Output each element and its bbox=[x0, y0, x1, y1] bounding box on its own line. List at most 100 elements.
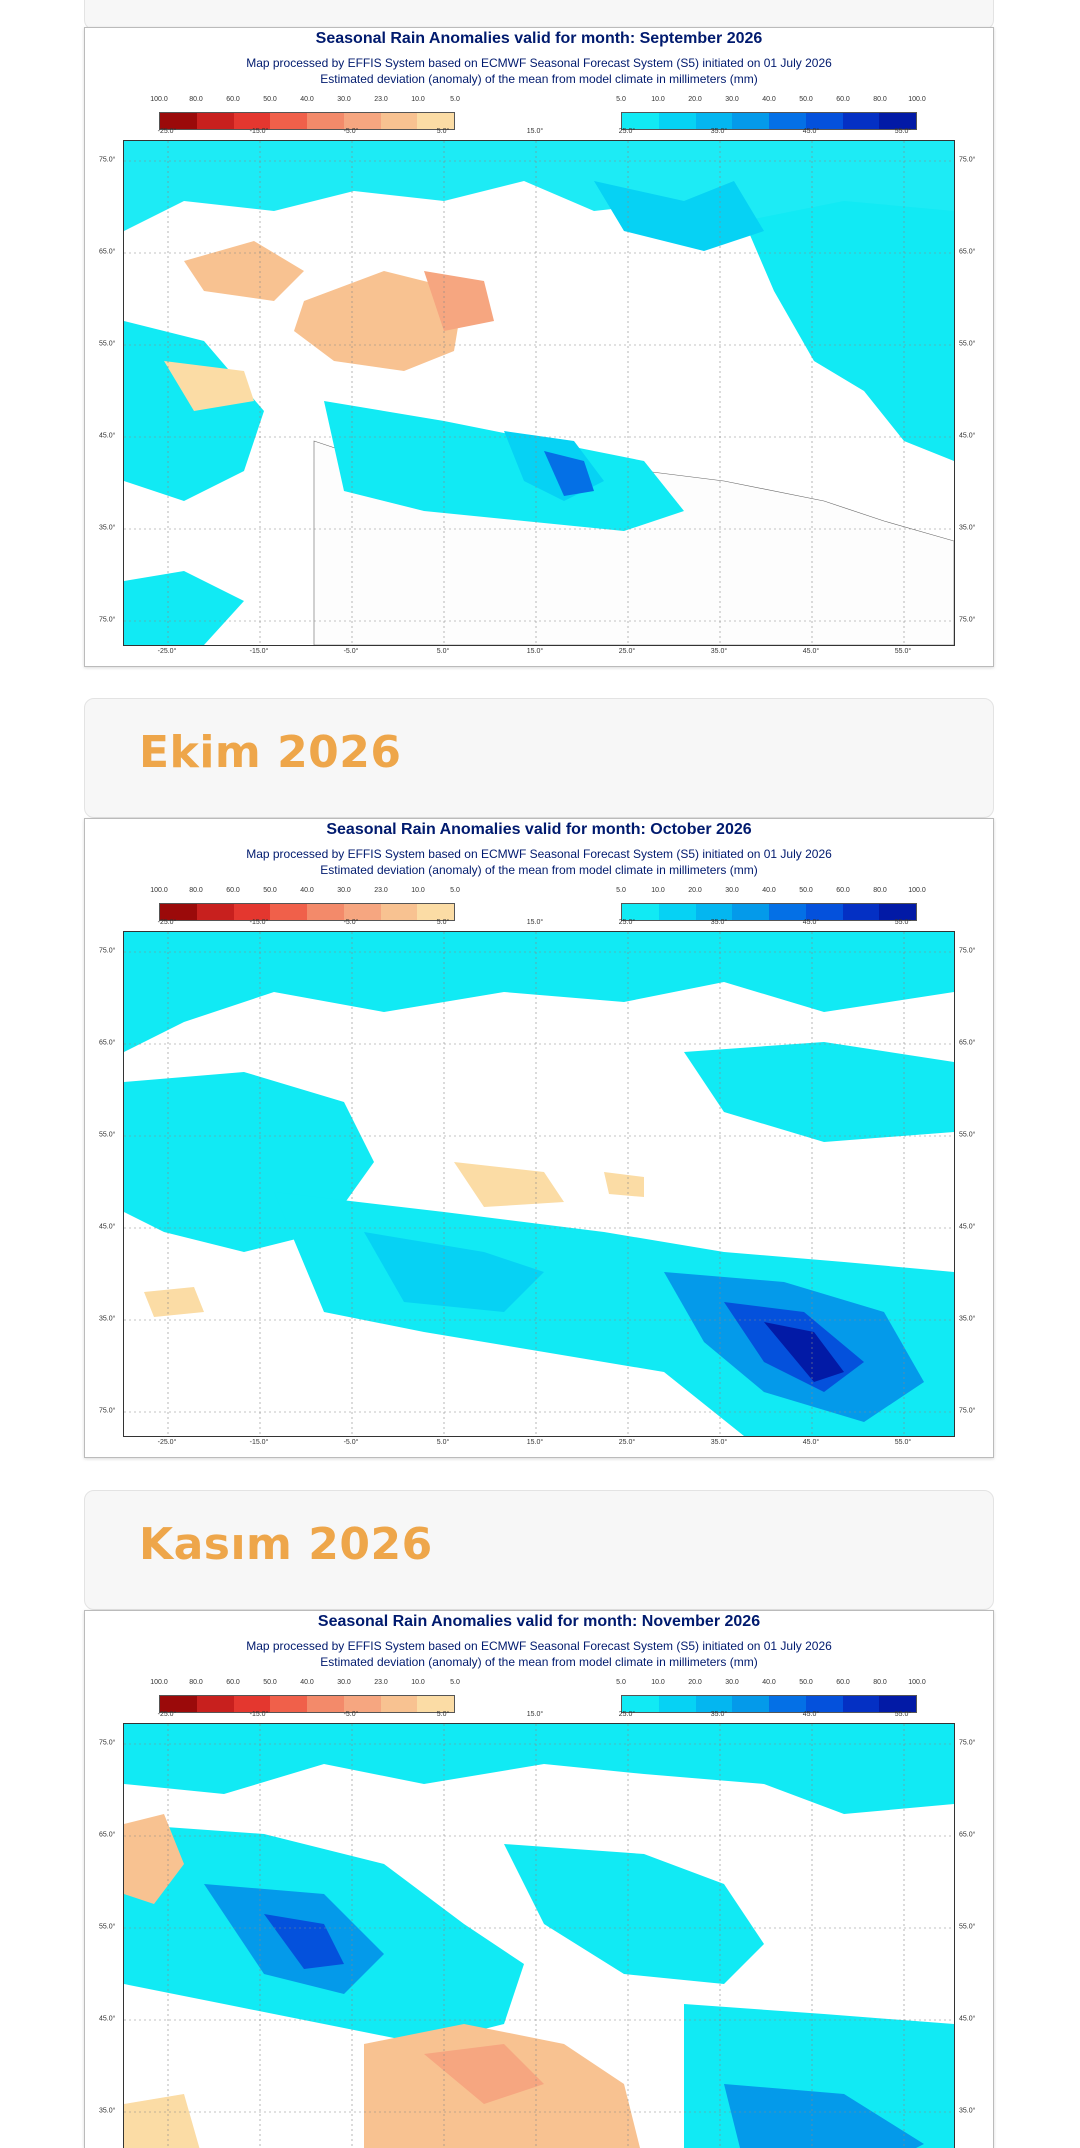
axis-tick-label: 75.0° bbox=[959, 1407, 976, 1415]
scale-label: 60.0 bbox=[226, 887, 240, 894]
scale-label: 50.0 bbox=[799, 96, 813, 103]
dry-scale-bar bbox=[159, 903, 455, 921]
scale-label: 50.0 bbox=[263, 96, 277, 103]
axis-tick-label: 45.0° bbox=[802, 1711, 820, 1718]
scale-label: 10.0 bbox=[651, 887, 665, 894]
axis-tick-label: 25.0° bbox=[618, 1439, 636, 1446]
wet-scale-swatch bbox=[622, 113, 659, 129]
dry-scale-swatch bbox=[233, 1696, 271, 1712]
axis-tick-label: 35.0° bbox=[710, 648, 728, 655]
scale-label: 80.0 bbox=[189, 96, 203, 103]
map-title: Seasonal Rain Anomalies valid for month:… bbox=[317, 1613, 761, 1630]
axis-tick-label: 45.0° bbox=[99, 432, 116, 440]
wet-scale-swatch bbox=[769, 113, 806, 129]
wet-scale-swatch bbox=[658, 904, 696, 920]
dry-scale-swatch bbox=[380, 904, 418, 920]
wet-scale-swatch bbox=[658, 113, 696, 129]
card-header-october: Ekim 2026 bbox=[84, 698, 994, 818]
dry-scale-swatch bbox=[417, 904, 454, 920]
scale-label: 80.0 bbox=[873, 1679, 887, 1686]
axis-tick-label: 25.0° bbox=[618, 648, 636, 655]
scale-label: 100.0 bbox=[908, 1679, 926, 1686]
map-panel-september: Seasonal Rain Anomalies valid for month:… bbox=[84, 27, 994, 667]
scale-label: 50.0 bbox=[799, 1679, 813, 1686]
axis-tick-label: 35.0° bbox=[99, 1315, 116, 1323]
scale-label: 80.0 bbox=[873, 887, 887, 894]
axis-tick-label: 65.0° bbox=[959, 1039, 976, 1047]
wet-scale-swatch bbox=[695, 904, 733, 920]
wet-scale-labels: 5.0 10.0 20.0 30.0 40.0 50.0 60.0 80.0 100.0 bbox=[616, 887, 926, 901]
axis-tick-label: 45.0° bbox=[959, 432, 976, 440]
wet-scale-swatch bbox=[805, 904, 843, 920]
scale-label: 5.0 bbox=[450, 96, 460, 103]
scale-label: 30.0 bbox=[725, 1679, 739, 1686]
section-heading: Kasım 2026 bbox=[139, 1519, 433, 1570]
scale-label: 40.0 bbox=[300, 1679, 314, 1686]
scale-label: 5.0 bbox=[616, 1679, 626, 1686]
axis-tick-label: 55.0° bbox=[959, 1131, 976, 1139]
wet-scale-swatch bbox=[769, 1696, 806, 1712]
scale-label: 40.0 bbox=[300, 96, 314, 103]
axis-tick-label: -25.0° bbox=[157, 1711, 177, 1718]
axis-tick-label: 35.0° bbox=[959, 524, 976, 532]
card-header-november: Kasım 2026 bbox=[84, 1490, 994, 1610]
axis-tick-label: 45.0° bbox=[99, 2015, 116, 2023]
axis-tick-label: 35.0° bbox=[959, 2107, 976, 2115]
axis-tick-label: -15.0° bbox=[249, 1439, 269, 1446]
axis-tick-label: 75.0° bbox=[99, 1407, 116, 1415]
axis-tick-label: 55.0° bbox=[99, 1131, 116, 1139]
axis-tick-label: 75.0° bbox=[99, 947, 116, 955]
anomaly-map bbox=[123, 1723, 955, 2148]
anomaly-map bbox=[123, 931, 955, 1437]
scale-label: 80.0 bbox=[873, 96, 887, 103]
dry-scale-swatch bbox=[233, 113, 271, 129]
scale-label: 10.0 bbox=[651, 96, 665, 103]
axis-tick-label: -5.0° bbox=[343, 1711, 359, 1718]
scale-label: 5.0 bbox=[450, 887, 460, 894]
scale-label: 100.0 bbox=[150, 887, 168, 894]
map-units-note: Estimated deviation (anomaly) of the mea… bbox=[320, 72, 758, 86]
dry-scale-swatch bbox=[307, 1696, 344, 1712]
map-panel-october: Seasonal Rain Anomalies valid for month:… bbox=[84, 818, 994, 1458]
scale-label: 60.0 bbox=[226, 96, 240, 103]
anomaly-map bbox=[123, 140, 955, 646]
dry-scale-labels: 100.0 80.0 60.0 50.0 40.0 30.0 23.0 10.0 5.0 bbox=[150, 96, 460, 110]
scale-label: 100.0 bbox=[908, 96, 926, 103]
dry-scale-swatch bbox=[233, 904, 271, 920]
axis-tick-label: -5.0° bbox=[343, 648, 359, 655]
wet-scale-swatch bbox=[805, 1696, 843, 1712]
dry-scale-swatch bbox=[270, 904, 307, 920]
axis-tick-label: 15.0° bbox=[526, 1711, 544, 1718]
axis-tick-label: 5.0° bbox=[436, 128, 450, 135]
axis-tick-label: 75.0° bbox=[959, 947, 976, 955]
axis-tick-label: -5.0° bbox=[343, 919, 359, 926]
scale-label: 23.0 bbox=[374, 887, 388, 894]
dry-scale-swatch bbox=[160, 113, 197, 129]
axis-tick-label: 45.0° bbox=[802, 919, 820, 926]
axis-tick-label: -25.0° bbox=[157, 128, 177, 135]
card-header-top bbox=[84, 0, 994, 30]
scale-label: 5.0 bbox=[450, 1679, 460, 1686]
axis-tick-label: 55.0° bbox=[959, 1923, 976, 1931]
axis-tick-label: 45.0° bbox=[959, 1223, 976, 1231]
wet-scale-swatch bbox=[695, 113, 733, 129]
scale-label: 20.0 bbox=[688, 887, 702, 894]
dry-scale-bar bbox=[159, 112, 455, 130]
axis-tick-label: -15.0° bbox=[249, 128, 269, 135]
wet-scale-swatch bbox=[732, 113, 769, 129]
dry-scale-swatch bbox=[307, 113, 344, 129]
axis-tick-label: 15.0° bbox=[526, 648, 544, 655]
scale-label: 50.0 bbox=[263, 1679, 277, 1686]
scale-label: 60.0 bbox=[836, 96, 850, 103]
axis-tick-label: 45.0° bbox=[802, 648, 820, 655]
map-canvas bbox=[124, 1724, 954, 2148]
scale-label: 10.0 bbox=[411, 887, 425, 894]
wet-scale-swatch bbox=[805, 113, 843, 129]
map-units-note: Estimated deviation (anomaly) of the mea… bbox=[320, 863, 758, 877]
axis-tick-label: 35.0° bbox=[959, 1315, 976, 1323]
scale-label: 40.0 bbox=[762, 887, 776, 894]
dry-scale-bar bbox=[159, 1695, 455, 1713]
map-subtitle: Map processed by EFFIS System based on E… bbox=[246, 1639, 832, 1653]
scale-label: 30.0 bbox=[725, 887, 739, 894]
scale-label: 30.0 bbox=[337, 887, 351, 894]
